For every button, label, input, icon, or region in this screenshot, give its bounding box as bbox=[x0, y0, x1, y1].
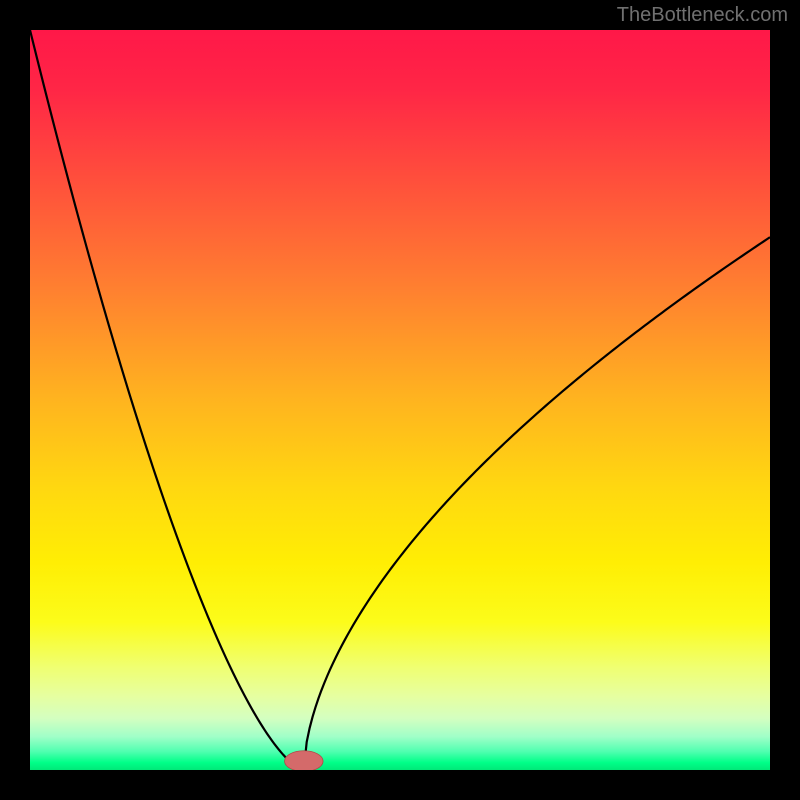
chart-svg bbox=[30, 30, 770, 770]
watermark-text: TheBottleneck.com bbox=[617, 4, 788, 27]
minimum-marker bbox=[285, 751, 323, 770]
chart-background bbox=[30, 30, 770, 770]
bottleneck-chart bbox=[30, 30, 770, 770]
